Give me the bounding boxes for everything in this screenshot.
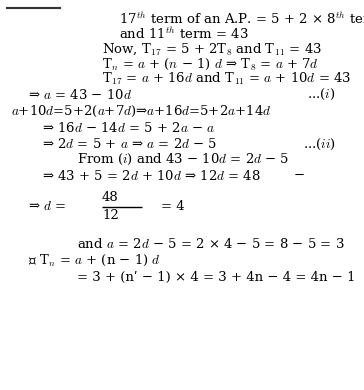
- Text: and $a$ = 2$d$ − 5 = 2 × 4 − 5 = 8 − 5 = 3: and $a$ = 2$d$ − 5 = 2 × 4 − 5 = 8 − 5 =…: [77, 237, 345, 251]
- Text: T$_{17}$ = $a$ + 16$d$ and T$_{11}$ = $a$ + 10$d$ = 43: T$_{17}$ = $a$ + 16$d$ and T$_{11}$ = $a…: [102, 71, 351, 87]
- Text: From ($i$) and 43 − 10$d$ = 2$d$ − 5: From ($i$) and 43 − 10$d$ = 2$d$ − 5: [77, 152, 289, 167]
- Text: ⇒ $a$ = 43 − 10$d$: ⇒ $a$ = 43 − 10$d$: [28, 88, 132, 102]
- Text: −: −: [294, 169, 305, 182]
- Text: 12: 12: [102, 209, 119, 222]
- Text: $a$+10$d$=5+2($a$+7$d$)⇒$a$+16$d$=5+2$a$+14$d$: $a$+10$d$=5+2($a$+7$d$)⇒$a$+16$d$=5+2$a$…: [11, 105, 271, 119]
- Text: = 3 + (nʹ − 1) × 4 = 3 + 4n − 4 = 4n − 1: = 3 + (nʹ − 1) × 4 = 3 + 4n − 4 = 4n − 1: [77, 271, 356, 284]
- Text: ⇒ $d$ =: ⇒ $d$ =: [28, 200, 66, 213]
- Text: ⇒ 43 + 5 = 2$d$ + 10$d$ ⇒ 12$d$ = 48: ⇒ 43 + 5 = 2$d$ + 10$d$ ⇒ 12$d$ = 48: [42, 168, 261, 183]
- Text: Now, T$_{17}$ = 5 + 2T$_{8}$ and T$_{11}$ = 43: Now, T$_{17}$ = 5 + 2T$_{8}$ and T$_{11}…: [102, 41, 321, 57]
- Text: ⇒ 16$d$ − 14$d$ = 5 + 2$a$ − $a$: ⇒ 16$d$ − 14$d$ = 5 + 2$a$ − $a$: [42, 121, 215, 135]
- Text: ...($ii$): ...($ii$): [303, 136, 336, 152]
- Text: ⇒ 2$d$ = 5 + $a$ ⇒ $a$ = 2$d$ − 5: ⇒ 2$d$ = 5 + $a$ ⇒ $a$ = 2$d$ − 5: [42, 137, 218, 151]
- Text: ...($i$): ...($i$): [307, 87, 336, 102]
- Text: 17$^{th}$ term of an A.P. = 5 + 2 × 8$^{th}$ term: 17$^{th}$ term of an A.P. = 5 + 2 × 8$^{…: [119, 11, 364, 27]
- Text: and 11$^{th}$ term = 43: and 11$^{th}$ term = 43: [119, 26, 249, 42]
- Text: = 4: = 4: [161, 200, 185, 213]
- Text: T$_{n}$ = $a$ + ($n$ − 1) $d$ ⇒ T$_{8}$ = $a$ + 7$d$: T$_{n}$ = $a$ + ($n$ − 1) $d$ ⇒ T$_{8}$ …: [102, 56, 318, 72]
- Text: ∴ T$_{n}$ = $a$ + (n − 1) $d$: ∴ T$_{n}$ = $a$ + (n − 1) $d$: [28, 253, 161, 268]
- Text: 48: 48: [102, 191, 119, 204]
